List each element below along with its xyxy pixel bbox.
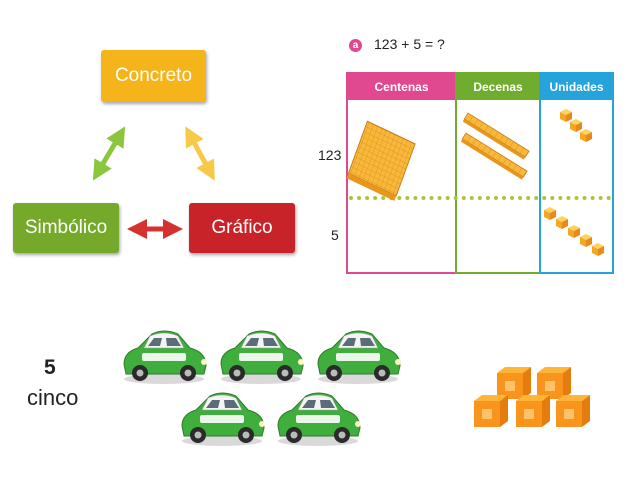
linking-cube: [537, 367, 571, 399]
taxi-car: [317, 330, 401, 384]
grafico-box: Gráfico: [189, 203, 295, 253]
equation: a 123 + 5 = ?: [349, 36, 445, 52]
arrow-concreto-grafico: [185, 126, 215, 181]
arrow-concreto-simbolico: [92, 126, 126, 181]
taxi-car: [181, 392, 265, 446]
taxi-car: [220, 330, 304, 384]
header-decenas: Decenas: [457, 74, 539, 100]
concreto-box: Concreto: [101, 50, 206, 102]
number-five: 5: [44, 356, 56, 379]
hundred-flat: [346, 120, 416, 201]
linking-cube: [474, 395, 508, 427]
equation-text: 123 + 5 = ?: [374, 36, 445, 52]
unit-cube: [592, 243, 604, 256]
number-word: cinco: [27, 385, 79, 410]
ten-rod-1: [462, 112, 530, 160]
column-unidades: Unidades: [539, 72, 614, 274]
taxi-car: [277, 392, 361, 446]
ten-rod-2: [460, 132, 528, 180]
unit-cube: [568, 225, 580, 238]
header-centenas: Centenas: [348, 74, 455, 100]
row-divider: [349, 196, 611, 200]
unit-cube: [580, 234, 592, 247]
unit-cube: [570, 119, 582, 132]
unit-cube: [544, 207, 556, 220]
simbolico-box: Simbólico: [13, 203, 119, 253]
unit-cube: [556, 216, 568, 229]
linking-cube: [497, 367, 531, 399]
linking-cube: [556, 395, 590, 427]
linking-cube: [516, 395, 550, 427]
row-label-123: 123: [318, 147, 342, 163]
problem-badge: a: [349, 39, 362, 52]
place-value-table: Centenas Decenas Unidades: [346, 72, 614, 274]
unit-cube: [560, 109, 572, 122]
unit-cube: [580, 129, 592, 142]
taxi-car: [123, 330, 207, 384]
row-label-5: 5: [331, 227, 339, 243]
header-unidades: Unidades: [541, 74, 612, 100]
